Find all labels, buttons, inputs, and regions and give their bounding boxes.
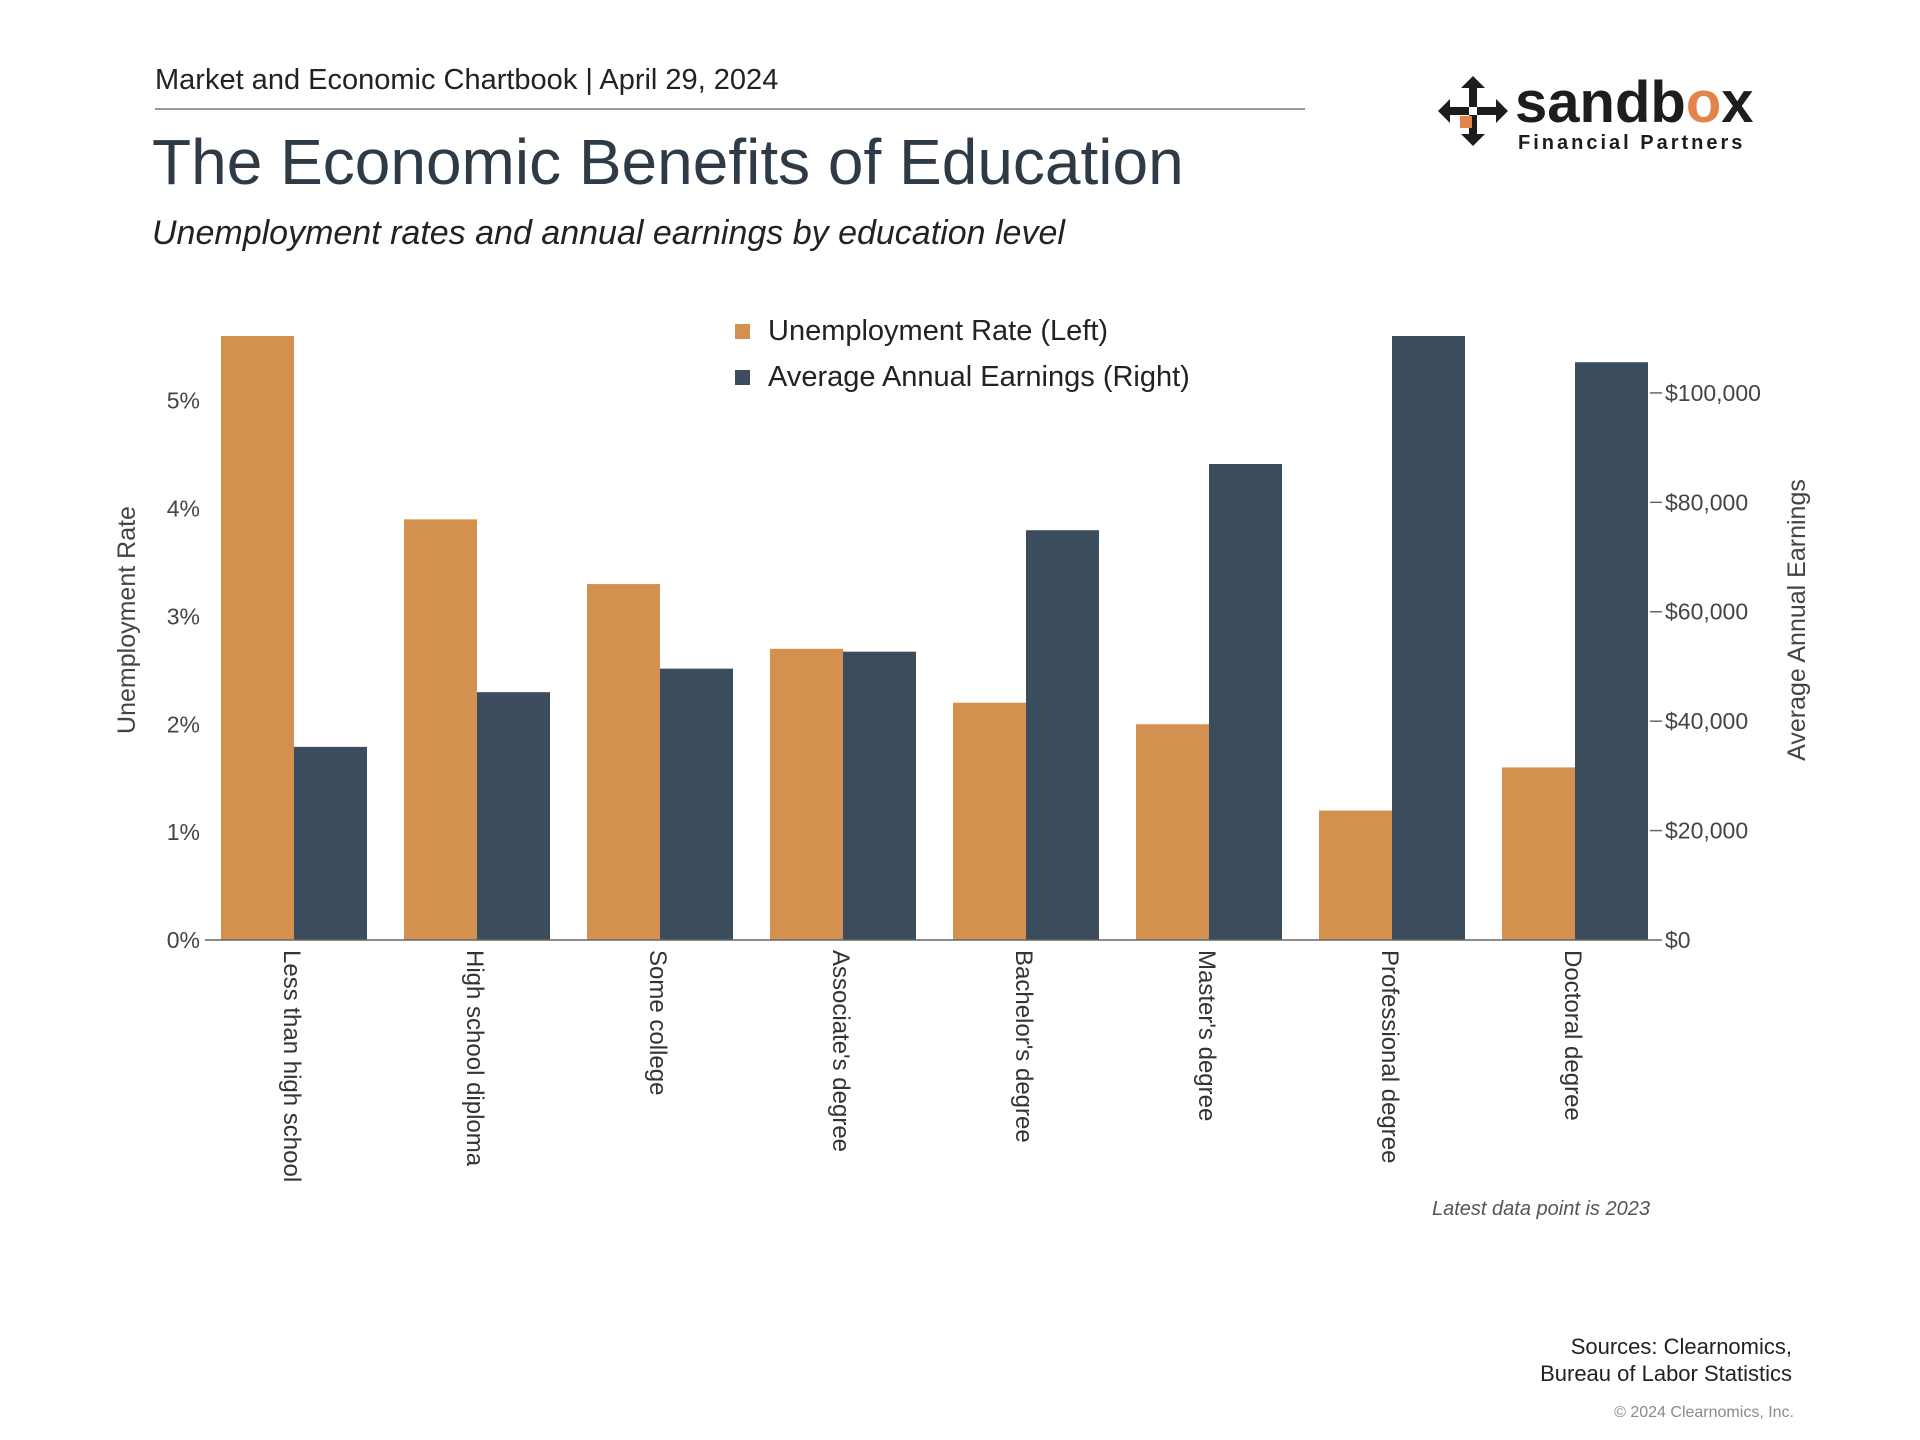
right-tick-label: $20,000 — [1665, 818, 1748, 844]
copyright-text: © 2024 Clearnomics, Inc. — [1614, 1404, 1794, 1421]
left-tick-label: 3% — [167, 603, 200, 629]
right-tick-label: $40,000 — [1665, 708, 1748, 734]
category-label: Less than high school — [278, 950, 305, 1182]
header-divider — [155, 108, 1305, 110]
page-title: The Economic Benefits of Education — [152, 126, 1184, 198]
category-label: Professional degree — [1376, 950, 1403, 1163]
page-subtitle: Unemployment rates and annual earnings b… — [152, 214, 1065, 252]
unemployment-bar — [770, 648, 843, 940]
legend-label: Average Annual Earnings (Right) — [768, 361, 1190, 393]
right-tick-label: $60,000 — [1665, 599, 1748, 625]
category-label: Doctoral degree — [1559, 950, 1586, 1121]
chart-legend: Unemployment Rate (Left) Average Annual E… — [735, 315, 1190, 393]
earnings-bar — [843, 651, 916, 940]
logo-arrows-icon — [1438, 76, 1508, 146]
left-tick-label: 2% — [167, 711, 200, 737]
earnings-bar — [660, 668, 733, 940]
earnings-bar — [477, 692, 550, 940]
earnings-bar — [1026, 530, 1099, 940]
right-axis-title: Average Annual Earnings — [1783, 479, 1811, 761]
axes-layer: Less than high school High school diploma… — [113, 380, 1811, 1182]
left-tick-label: 1% — [167, 819, 200, 845]
legend-swatch — [735, 324, 750, 339]
unemployment-bar — [221, 336, 294, 940]
earnings-bar — [1209, 464, 1282, 940]
right-tick-label: $0 — [1665, 927, 1691, 953]
chartbook-header: Market and Economic Chartbook | April 29… — [155, 64, 779, 96]
unemployment-bar — [1136, 724, 1209, 940]
sandbox-logo: sandbox Financial Partners — [1438, 70, 1758, 160]
category-label: High school diploma — [461, 950, 488, 1167]
category-label: Master's degree — [1193, 950, 1220, 1121]
category-label: Associate's degree — [827, 950, 854, 1152]
earnings-bar — [1392, 336, 1465, 940]
right-tick-label: $80,000 — [1665, 489, 1748, 515]
legend-label: Unemployment Rate (Left) — [768, 315, 1108, 347]
right-tick-label: $100,000 — [1665, 380, 1761, 406]
sources-text: Sources: Clearnomics, Bureau of Labor St… — [1540, 1333, 1792, 1387]
left-axis-title: Unemployment Rate — [113, 506, 141, 734]
left-tick-label: 4% — [167, 496, 200, 522]
left-tick-label: 0% — [167, 927, 200, 953]
logo-tagline: Financial Partners — [1518, 132, 1746, 154]
left-tick-label: 5% — [167, 388, 200, 414]
earnings-bar — [1575, 362, 1648, 940]
sources-line-2: Bureau of Labor Statistics — [1540, 1361, 1792, 1386]
sources-line-1: Sources: Clearnomics, — [1570, 1334, 1792, 1359]
unemployment-bar — [953, 702, 1026, 940]
bars-layer — [221, 336, 1648, 940]
category-label: Bachelor's degree — [1010, 950, 1037, 1143]
data-note: Latest data point is 2023 — [1432, 1198, 1650, 1220]
unemployment-bar — [587, 584, 660, 940]
unemployment-bar — [404, 519, 477, 940]
logo-wordmark: sandbox — [1515, 70, 1754, 135]
unemployment-bar — [1319, 810, 1392, 940]
legend-swatch — [735, 370, 750, 385]
unemployment-bar — [1502, 767, 1575, 940]
earnings-bar — [294, 746, 367, 940]
category-label: Some college — [644, 950, 671, 1095]
